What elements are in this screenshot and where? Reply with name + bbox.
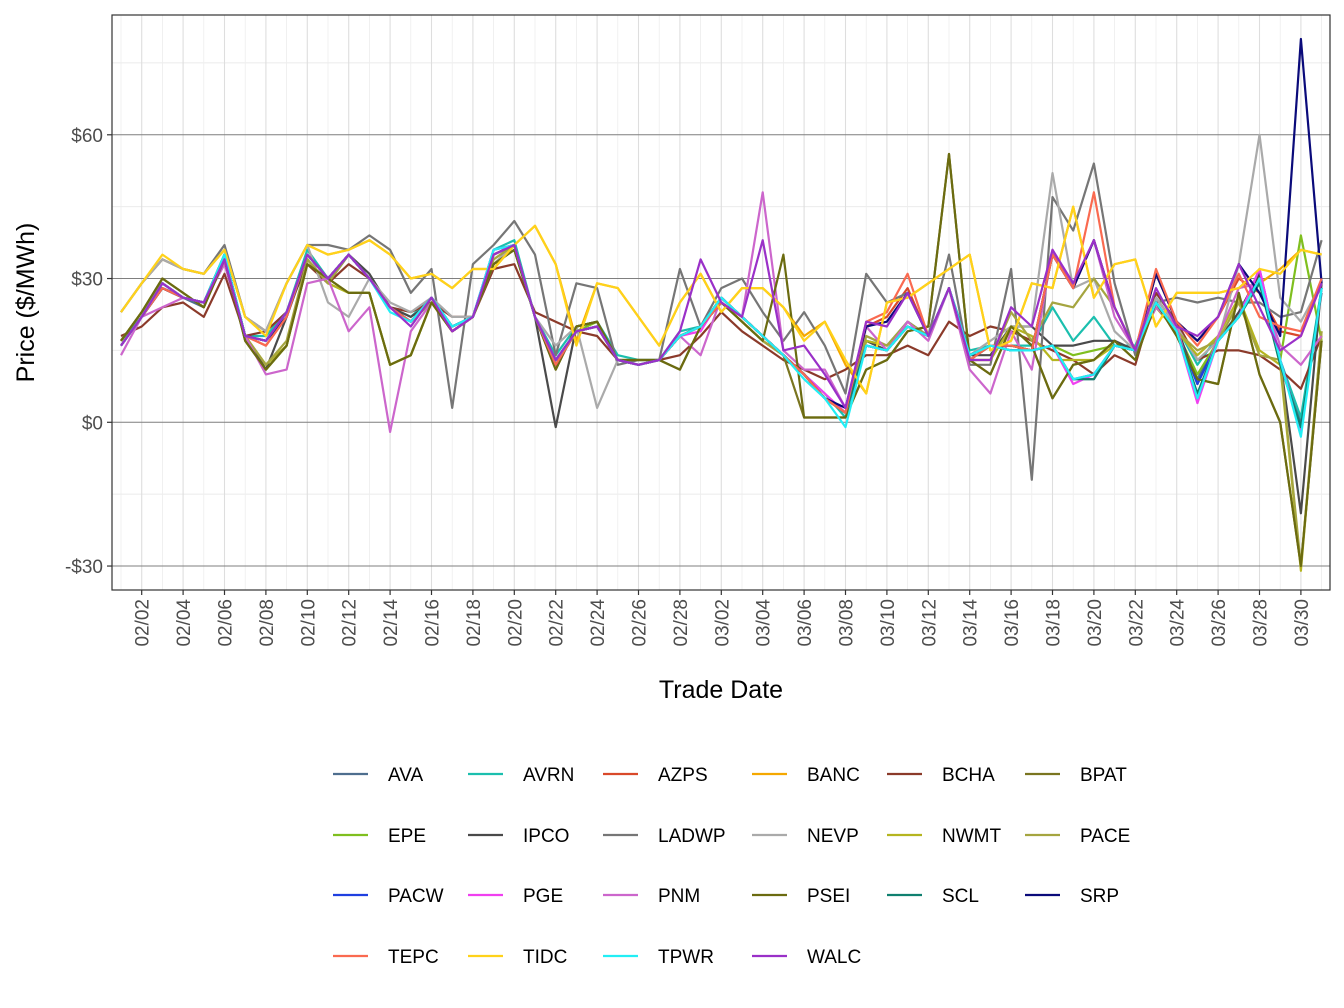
legend-label-ladwp: LADWP [658,826,726,847]
legend-label-walc: WALC [807,947,861,968]
x-tick-label: 03/22 [1126,599,1147,647]
legend-label-bpat: BPAT [1080,765,1127,786]
x-tick-label: 02/10 [298,599,319,647]
x-tick-label: 02/24 [588,599,609,647]
x-tick-label: 02/06 [216,599,237,647]
legend-label-pnm: PNM [658,886,700,907]
x-tick-label: 03/10 [878,599,899,647]
legend-label-pge: PGE [523,886,563,907]
series-line-ladwp [120,162,1323,481]
x-tick-label: 02/26 [630,599,651,647]
x-axis-title: Trade Date [659,676,783,704]
x-tick-label: 02/16 [423,599,444,647]
series-lines [120,37,1323,572]
y-tick-label: $0 [82,413,103,434]
x-tick-label: 02/22 [547,599,568,647]
y-axis-title: Price ($/MWh) [12,223,40,383]
legend-label-pacw: PACW [388,886,444,907]
x-tick-label: 02/04 [174,599,195,647]
x-tick-label: 02/08 [257,599,278,647]
legend-label-scl: SCL [942,886,979,907]
legend-label-pace: PACE [1080,826,1130,847]
x-tick-label: 03/16 [1002,599,1023,647]
series-line-tidc [120,205,1322,395]
legend-label-tepc: TEPC [388,947,439,968]
legend-label-banc: BANC [807,765,860,786]
x-tick-label: 03/08 [837,599,858,647]
x-tick-label: 03/18 [1044,599,1065,647]
y-axis: -$30 $0 $30 $60 [65,126,112,578]
grid [112,15,1330,590]
x-tick-label: 02/18 [464,599,485,647]
legend-label-bcha: BCHA [942,765,995,786]
legend-label-epe: EPE [388,826,426,847]
x-tick-label: 02/14 [381,599,402,647]
y-tick-label: -$30 [65,557,103,578]
legend-label-tidc: TIDC [523,947,567,968]
x-tick-label: 03/30 [1292,599,1313,647]
x-tick-label: 03/20 [1085,599,1106,647]
x-axis: 02/02 02/04 02/06 02/08 02/10 02/12 02/14 02/16… [133,590,1313,647]
x-tick-label: 03/28 [1251,599,1272,647]
x-tick-label: 03/04 [754,599,775,647]
x-tick-label: 03/24 [1168,599,1189,647]
x-tick-label: 03/14 [961,599,982,647]
legend: AVA AVRN AZPS BANC BCHA BPAT EPE IPCO LADWP NEVP N… [333,765,1130,968]
y-tick-label: $60 [71,126,103,147]
x-tick-label: 03/12 [919,599,940,647]
legend-label-azps: AZPS [658,765,708,786]
legend-label-ipco: IPCO [523,826,569,847]
series-line-walc [120,239,1323,409]
x-tick-label: 02/02 [133,599,154,647]
x-tick-label: 02/20 [505,599,526,647]
legend-label-ava: AVA [388,765,424,786]
legend-label-tpwr: TPWR [658,947,714,968]
x-tick-label: 02/12 [340,599,361,647]
x-tick-label: 03/26 [1209,599,1230,647]
legend-label-srp: SRP [1080,886,1119,907]
y-tick-label: $30 [71,270,103,291]
x-tick-label: 02/28 [671,599,692,647]
x-tick-label: 03/02 [712,599,733,647]
x-tick-label: 03/06 [795,599,816,647]
legend-label-avrn: AVRN [523,765,574,786]
legend-label-nevp: NEVP [807,826,859,847]
legend-label-psei: PSEI [807,886,850,907]
legend-label-nwmt: NWMT [942,826,1001,847]
